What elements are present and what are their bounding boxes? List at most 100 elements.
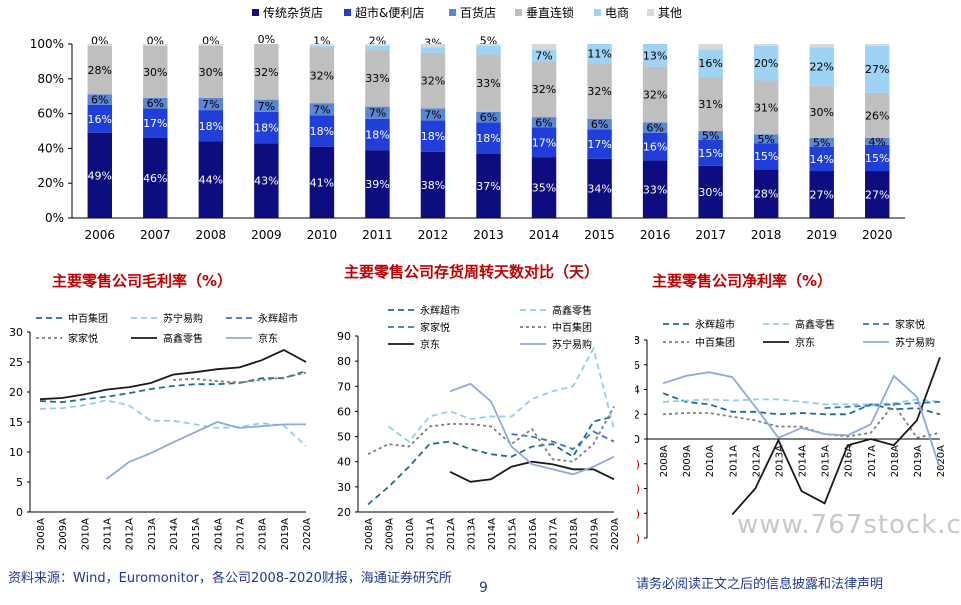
line-series <box>367 415 615 506</box>
line-y-tick-label: 6 <box>635 359 640 372</box>
line-y-tick-label: (6) <box>635 507 640 520</box>
bar-segment <box>365 106 390 119</box>
bar-data-label: 6% <box>646 122 663 135</box>
bar-data-label: 17% <box>143 117 167 130</box>
bar-legend-swatch <box>344 9 351 16</box>
line-x-tick-label: 2020A <box>936 445 947 477</box>
bar-data-label: 46% <box>143 172 167 185</box>
bar-segment <box>87 104 112 133</box>
line-legend-label: 永辉超市 <box>258 312 298 325</box>
bar-segment <box>309 146 335 218</box>
line-legend-label: 高鑫零售 <box>163 332 203 345</box>
bar-data-label: 20% <box>754 57 778 70</box>
bar-data-label: 0% <box>91 35 108 48</box>
gross-margin-line-chart: 0 5 10 15 20 25 30 2008A 2009A 2010A 2011A 2012A 201… <box>9 312 313 550</box>
line-y-tick-label: 30 <box>9 326 23 339</box>
line-x-tick-label: 2020A <box>610 518 621 550</box>
line-legend-label: 苏宁易购 <box>163 312 203 325</box>
bar-data-label: 16% <box>698 57 722 70</box>
bar-segment <box>87 94 112 105</box>
bar-data-label: 18% <box>421 130 445 143</box>
line-y-tick-label: 10 <box>9 446 23 459</box>
bar-data-label: 32% <box>532 83 556 96</box>
bar-data-label: 33% <box>476 77 500 90</box>
bar-segment <box>198 141 224 218</box>
bar-segment <box>753 80 779 135</box>
bar-x-tick-label: 2020 <box>862 228 893 242</box>
bar-segment <box>698 131 723 140</box>
bar-segment <box>865 144 890 172</box>
bar-segment <box>143 97 168 109</box>
line-y-tick-label: 60 <box>337 405 351 418</box>
bar-segment <box>198 97 224 111</box>
bar-data-label: 33% <box>643 183 667 196</box>
bar-legend-label: 垂直连锁 <box>526 5 574 20</box>
bar-data-label: 28% <box>88 64 112 77</box>
bar-data-label: 43% <box>254 175 278 188</box>
bar-y-tick-label: 40% <box>37 141 64 155</box>
bar-segment <box>809 44 834 48</box>
bar-segment <box>420 47 446 53</box>
line-x-tick-label: 2008A <box>659 445 670 477</box>
bar-segment <box>531 127 557 158</box>
bar-data-label: 7% <box>313 103 330 116</box>
line-y-tick-label: 25 <box>9 356 23 369</box>
line-x-tick-label: 2014A <box>487 518 498 550</box>
line-legend-label: 家家悦 <box>68 332 98 345</box>
bar-segment <box>753 44 779 46</box>
bar-data-label: 6% <box>535 116 552 129</box>
bar-segment <box>865 45 890 93</box>
line-series <box>387 346 615 443</box>
line-x-tick-label: 2018A <box>890 445 901 477</box>
bar-data-label: 44% <box>199 174 223 187</box>
bar-data-label: 18% <box>199 120 223 133</box>
bar-segment <box>143 137 168 218</box>
line-series <box>39 399 307 447</box>
line-x-tick-label: 2010A <box>80 518 91 550</box>
bar-legend-swatch <box>449 9 456 16</box>
line-legend-label: 中百集团 <box>68 312 108 325</box>
bar-segment <box>365 44 390 46</box>
bar-segment <box>309 47 335 104</box>
bar-segment <box>865 171 890 218</box>
line-y-tick-label: 80 <box>337 355 351 368</box>
bar-data-label: 16% <box>643 141 667 154</box>
page-number: 9 <box>479 580 488 596</box>
bar-segment <box>753 143 779 170</box>
bar-segment <box>309 115 335 147</box>
bar-data-label: 30% <box>199 66 223 79</box>
bar-x-axis: 2006 2007 2008 2009 2010 2011 2012 2013 2014 2015… <box>84 228 892 242</box>
disclaimer: 请务必阅读正文之后的信息披露和法律声明 <box>636 577 884 592</box>
bar-segment <box>420 120 446 152</box>
bar-segment <box>531 44 557 50</box>
line-y-tick-label: 8 <box>635 334 640 347</box>
bar-segment <box>642 66 668 123</box>
bar-legend-swatch <box>515 9 522 16</box>
bar-segment <box>753 134 779 144</box>
gross-margin-chart-title: 主要零售公司毛利率（%） <box>52 272 233 290</box>
bar-x-tick-label: 2007 <box>140 228 171 242</box>
bar-data-label: 13% <box>643 49 667 62</box>
line-x-tick-label: 2019A <box>913 445 924 477</box>
bar-segment <box>254 143 279 218</box>
bar-data-label: 0% <box>147 35 164 48</box>
inventory-days-line-chart: 20 30 40 50 60 70 80 90 2008A 2009A 2010A 2011A 2012… <box>337 304 621 550</box>
bar-data-label: 15% <box>865 152 889 165</box>
line-series <box>39 370 307 404</box>
bar-y-tick-label: 0% <box>45 211 64 225</box>
line-x-tick-label: 2013A <box>147 518 158 550</box>
line-x-tick-label: 2013A <box>467 518 478 550</box>
bar-x-tick-label: 2012 <box>418 228 449 242</box>
bar-segment <box>865 92 890 138</box>
bar-x-tick-label: 2015 <box>584 228 615 242</box>
line-y-tick-label: 5 <box>16 476 23 489</box>
line-x-tick-label: 2011A <box>103 518 114 550</box>
bar-segment <box>143 44 168 46</box>
line-series <box>172 371 307 384</box>
line-y-tick-label: 40 <box>337 456 351 469</box>
bar-data-label: 38% <box>421 179 445 192</box>
bar-data-label: 6% <box>147 97 164 110</box>
line-series <box>511 430 615 451</box>
line-legend-label: 苏宁易购 <box>895 336 935 349</box>
line-x-tick-label: 2012A <box>125 518 136 550</box>
